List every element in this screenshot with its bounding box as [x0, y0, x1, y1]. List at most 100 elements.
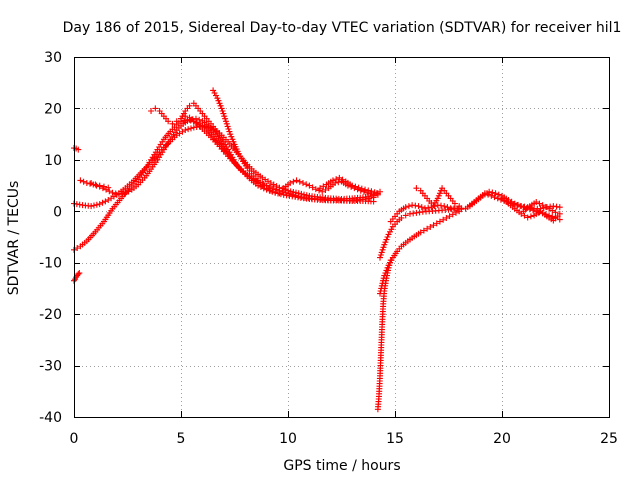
data-point: [238, 155, 245, 162]
series-arc-16: [413, 185, 463, 210]
data-point: [289, 191, 296, 198]
y-tick-label: -10: [39, 256, 62, 272]
data-point: [182, 127, 189, 134]
data-point: [74, 245, 81, 252]
chart-title: Day 186 of 2015, Sidereal Day-to-day VTE…: [63, 20, 622, 36]
data-point: [219, 108, 226, 114]
data-point: [282, 189, 289, 196]
data-point: [380, 277, 387, 284]
data-point: [546, 205, 553, 212]
data-point: [486, 188, 493, 195]
data-point: [100, 183, 107, 190]
y-tick-label: -20: [39, 307, 62, 323]
data-point: [320, 183, 327, 190]
data-point: [329, 177, 336, 184]
x-tick-label: 5: [177, 431, 186, 447]
y-axis-label: SDTVAR / TECUs: [6, 181, 22, 296]
data-point: [317, 185, 324, 192]
data-point: [173, 118, 180, 125]
data-point: [424, 225, 431, 232]
data-point: [358, 185, 365, 192]
data-point: [290, 178, 297, 185]
data-point: [105, 184, 112, 191]
data-point: [296, 178, 303, 185]
data-point: [371, 189, 378, 196]
data-point: [556, 204, 563, 211]
data-point: [366, 195, 373, 202]
data-point: [491, 194, 498, 201]
data-point: [440, 216, 447, 223]
data-point: [441, 203, 448, 210]
series-arc-13: [377, 208, 463, 297]
data-point: [293, 177, 300, 184]
data-point: [222, 141, 229, 148]
data-point: [508, 198, 515, 205]
x-tick-label: 10: [279, 431, 297, 447]
data-point: [214, 95, 221, 102]
data-point: [106, 188, 113, 195]
data-point: [385, 231, 392, 238]
data-point: [383, 267, 390, 274]
data-point: [76, 270, 83, 276]
data-point: [261, 182, 268, 189]
data-point: [549, 213, 556, 220]
data-point: [235, 150, 242, 157]
data-point: [524, 214, 531, 221]
data-point: [226, 149, 233, 156]
data-point: [266, 183, 273, 190]
data-point: [306, 182, 313, 189]
data-point: [398, 214, 405, 221]
y-tick-label: 0: [53, 204, 62, 220]
series-arc-11: [317, 174, 381, 197]
data-point: [222, 115, 229, 122]
series-arc-20: [520, 199, 559, 216]
data-point: [511, 200, 518, 207]
data-point: [217, 102, 224, 109]
data-point: [279, 188, 286, 195]
data-point: [230, 156, 237, 163]
data-point: [444, 204, 451, 211]
data-point: [449, 211, 456, 218]
data-point: [384, 264, 391, 271]
data-point: [148, 108, 155, 114]
data-point: [99, 199, 106, 206]
data-point: [196, 116, 203, 123]
data-point: [539, 202, 546, 209]
data-point: [212, 92, 219, 99]
data-point: [228, 133, 235, 140]
data-point: [102, 198, 109, 205]
data-point: [549, 207, 556, 214]
data-point: [402, 212, 409, 219]
data-point: [272, 189, 279, 196]
data-point: [226, 128, 233, 135]
data-point: [178, 115, 184, 122]
x-tick-label: 20: [493, 431, 511, 447]
data-point: [433, 220, 440, 227]
data-point: [276, 190, 283, 197]
data-point: [368, 188, 375, 195]
data-point: [527, 213, 534, 220]
data-point: [380, 244, 387, 251]
data-point: [387, 228, 394, 235]
data-point: [88, 180, 95, 186]
data-point: [388, 257, 395, 264]
data-point: [229, 136, 236, 143]
data-point: [388, 226, 395, 233]
data-point: [303, 181, 310, 188]
data-point: [521, 212, 528, 219]
data-point: [232, 159, 239, 166]
data-point: [382, 239, 389, 246]
data-point: [77, 177, 84, 184]
data-point: [515, 201, 522, 208]
data-point: [384, 234, 391, 240]
y-tick-label: 20: [44, 101, 62, 117]
data-point: [488, 192, 495, 199]
data-point: [230, 138, 237, 145]
data-point: [75, 146, 82, 153]
series-arc-4: [71, 122, 381, 210]
data-point: [265, 185, 272, 192]
data-point: [434, 195, 441, 202]
data-point: [333, 176, 340, 183]
data-point: [96, 201, 103, 208]
data-point: [379, 280, 386, 287]
